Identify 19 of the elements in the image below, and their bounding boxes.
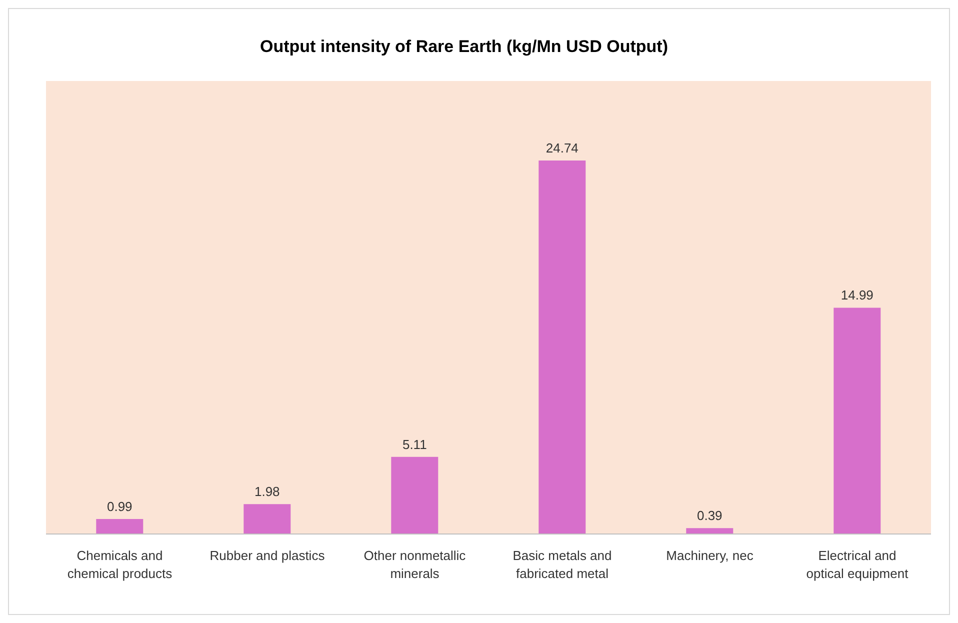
bar — [834, 308, 881, 534]
bar — [538, 160, 586, 534]
x-tick-label: Chemicals and chemical products — [67, 548, 173, 581]
bar — [686, 528, 734, 534]
data-label: 14.99 — [840, 288, 874, 303]
x-tick-label: Other nonmetallic minerals — [364, 548, 466, 581]
bar — [391, 456, 438, 534]
data-label: 5.11 — [402, 436, 427, 452]
data-label: 24.74 — [546, 140, 578, 156]
data-label: 0.39 — [696, 508, 722, 524]
x-tick-label: Machinery, nec — [666, 548, 754, 563]
bar — [244, 504, 291, 534]
data-label: 0.99 — [106, 499, 132, 514]
data-label: 1.98 — [254, 484, 280, 500]
bar — [96, 519, 144, 534]
chart-title: Output intensity of Rare Earth (kg/Mn USD Output) — [259, 37, 669, 58]
x-tick-label: Rubber and plastics — [210, 548, 326, 563]
x-tick-label: Basic metals and fabricated metal — [512, 548, 612, 581]
x-tick-label: Electrical and optical equipment — [806, 548, 909, 581]
